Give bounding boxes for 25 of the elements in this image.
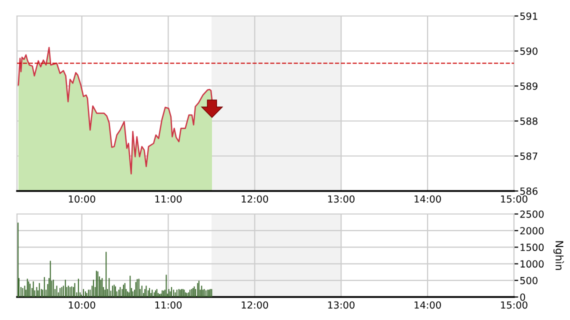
x-tick-label: 15:00 [501, 195, 528, 203]
x-tick-label: 12:00 [242, 301, 268, 309]
y-tick-label: 587 [520, 152, 538, 160]
y-tick-label: 586 [520, 187, 538, 195]
y-tick-label: 590 [520, 47, 538, 55]
y-tick-label: 588 [520, 117, 538, 125]
x-tick-label: 10:00 [68, 301, 96, 309]
x-tick-label: 10:00 [68, 195, 96, 203]
x-tick-label: 11:00 [155, 301, 182, 309]
y-tick-label: 2000 [520, 227, 544, 234]
x-tick-label: 12:00 [242, 195, 268, 203]
x-tick-label: 13:00 [328, 195, 354, 203]
x-tick-label: 14:00 [414, 301, 441, 309]
y-tick-label: 1000 [520, 260, 544, 268]
y-tick-label: 589 [520, 82, 538, 90]
y-tick-label: 0 [520, 293, 526, 301]
y-tick-label: 591 [520, 12, 538, 20]
y-tick-label: 1500 [520, 244, 544, 252]
x-tick-label: 13:00 [328, 301, 354, 309]
y-tick-label: 2500 [520, 210, 544, 218]
x-tick-label: 14:00 [414, 195, 441, 203]
x-tick-label: 11:00 [155, 195, 182, 203]
y-tick-label: 500 [520, 276, 538, 284]
x-tick-label: 15:00 [501, 301, 528, 309]
y-axis-title: Nghìn [553, 241, 564, 270]
